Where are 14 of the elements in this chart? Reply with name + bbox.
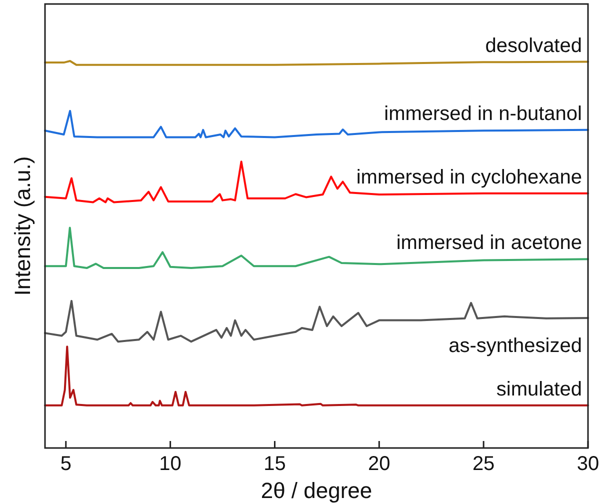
series-label: simulated	[496, 378, 582, 400]
series-label: immersed in cyclohexane	[356, 166, 582, 188]
x-tick-label: 5	[60, 453, 72, 475]
series-label: desolvated	[485, 34, 582, 57]
series-label: immersed in n-butanol	[384, 102, 582, 125]
x-axis-title: 2θ / degree	[260, 478, 372, 503]
x-tick-label: 15	[264, 453, 286, 475]
x-tick-label: 25	[472, 453, 495, 475]
y-axis-title: Intensity (a.u.)	[10, 156, 35, 296]
series-label: as-synthesized	[448, 334, 582, 357]
x-tick-label: 20	[368, 453, 390, 475]
x-tick-label: 30	[576, 453, 600, 475]
series-label: immersed in acetone	[396, 232, 582, 254]
x-tick-label: 10	[159, 453, 182, 475]
